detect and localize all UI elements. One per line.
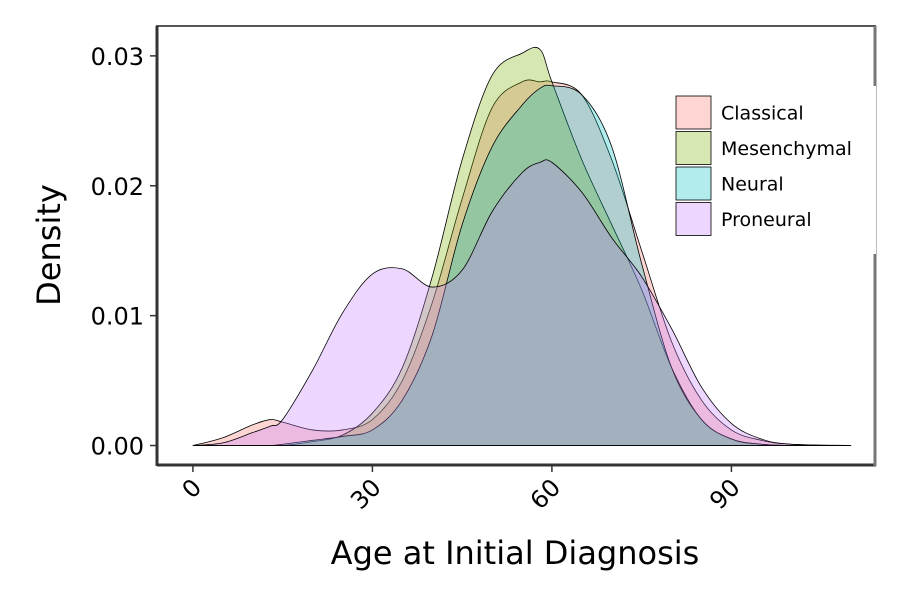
legend-label-proneural: Proneural <box>721 209 812 231</box>
y-axis-ticks: 0.00 0.01 0.02 0.03 <box>91 43 157 461</box>
x-tick-label: 0 <box>177 473 208 504</box>
legend-swatch-classical <box>675 95 712 130</box>
y-tick-label: 0.01 <box>91 303 144 331</box>
y-tick-label: 0.02 <box>91 173 144 201</box>
legend-label-neural: Neural <box>721 174 784 196</box>
plot-areas <box>192 46 852 446</box>
density-area-neural <box>192 84 852 446</box>
y-tick-label: 0.00 <box>91 433 144 461</box>
y-tick-label: 0.03 <box>91 43 144 71</box>
legend-swatch-neural <box>675 166 712 201</box>
legend-swatch-bg <box>676 131 711 165</box>
density-area-classical <box>192 79 852 446</box>
x-axis-title: Age at Initial Diagnosis <box>331 534 700 572</box>
x-tick-label: 30 <box>345 473 386 514</box>
legend-swatch-bg <box>676 167 711 200</box>
legend-swatch-proneural <box>675 202 712 236</box>
x-tick-label: 60 <box>525 473 566 514</box>
legend-swatch-mesenchymal <box>675 131 712 165</box>
legend-label-mesenchymal: Mesenchymal <box>721 138 852 160</box>
legend-label-classical: Classical <box>721 103 804 125</box>
y-axis-title: Density <box>30 184 68 306</box>
legend-swatch-bg <box>676 202 711 236</box>
legend-swatch-bg <box>676 96 711 129</box>
x-axis-ticks: 0 30 60 90 <box>177 465 746 515</box>
legend: Classical Mesenchymal Neural Proneural <box>668 86 876 254</box>
density-area-proneural <box>192 159 852 446</box>
x-tick-label: 90 <box>704 473 745 514</box>
